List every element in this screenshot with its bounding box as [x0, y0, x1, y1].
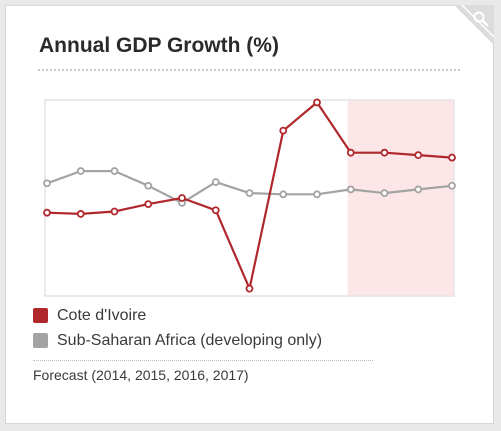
- data-point-cote-divoire: [245, 284, 254, 293]
- legend-item-africa: Sub-Saharan Africa (developing only): [33, 328, 322, 353]
- data-point-africa: [43, 179, 51, 188]
- data-point-cote-divoire: [144, 200, 153, 209]
- magnifier-icon[interactable]: [454, 5, 494, 45]
- data-point-cote-divoire: [448, 153, 456, 162]
- forecast-band: [347, 100, 454, 296]
- data-point-cote-divoire: [110, 207, 119, 216]
- data-point-cote-divoire: [414, 151, 423, 160]
- data-point-cote-divoire: [313, 98, 321, 107]
- legend-swatch-africa: [33, 333, 48, 348]
- data-point-africa: [448, 181, 456, 190]
- data-point-africa: [211, 178, 220, 186]
- chart-title: Annual GDP Growth (%): [39, 34, 279, 57]
- data-point-africa: [245, 189, 254, 198]
- data-point-africa: [313, 190, 321, 199]
- data-point-africa: [279, 190, 288, 199]
- legend-label-africa: Sub-Saharan Africa (developing only): [57, 331, 323, 349]
- data-point-cote-divoire: [279, 126, 288, 135]
- legend-item-cote-divoire: Cote d'Ivoire: [33, 303, 322, 328]
- legend-swatch-cote-divoire: [33, 308, 48, 323]
- data-point-africa: [414, 185, 423, 194]
- data-point-cote-divoire: [178, 194, 186, 202]
- data-point-africa: [346, 185, 355, 194]
- chart-legend: Cote d'Ivoire Sub-Saharan Africa (develo…: [33, 303, 322, 353]
- legend-label-cote-divoire: Cote d'Ivoire: [57, 306, 147, 324]
- data-point-cote-divoire: [43, 208, 51, 217]
- data-point-cote-divoire: [76, 210, 85, 218]
- forecast-note: Forecast (2014, 2015, 2016, 2017): [33, 367, 249, 383]
- data-point-africa: [380, 189, 389, 198]
- data-point-cote-divoire: [380, 148, 389, 157]
- plot-area-frame: [44, 99, 455, 297]
- data-point-africa: [144, 181, 153, 190]
- legend-divider: [33, 360, 373, 361]
- data-point-africa: [110, 167, 119, 175]
- line-chart: [43, 98, 456, 297]
- data-point-cote-divoire: [346, 148, 355, 157]
- title-divider: [38, 69, 460, 71]
- data-point-africa: [76, 167, 85, 175]
- data-point-cote-divoire: [211, 206, 220, 215]
